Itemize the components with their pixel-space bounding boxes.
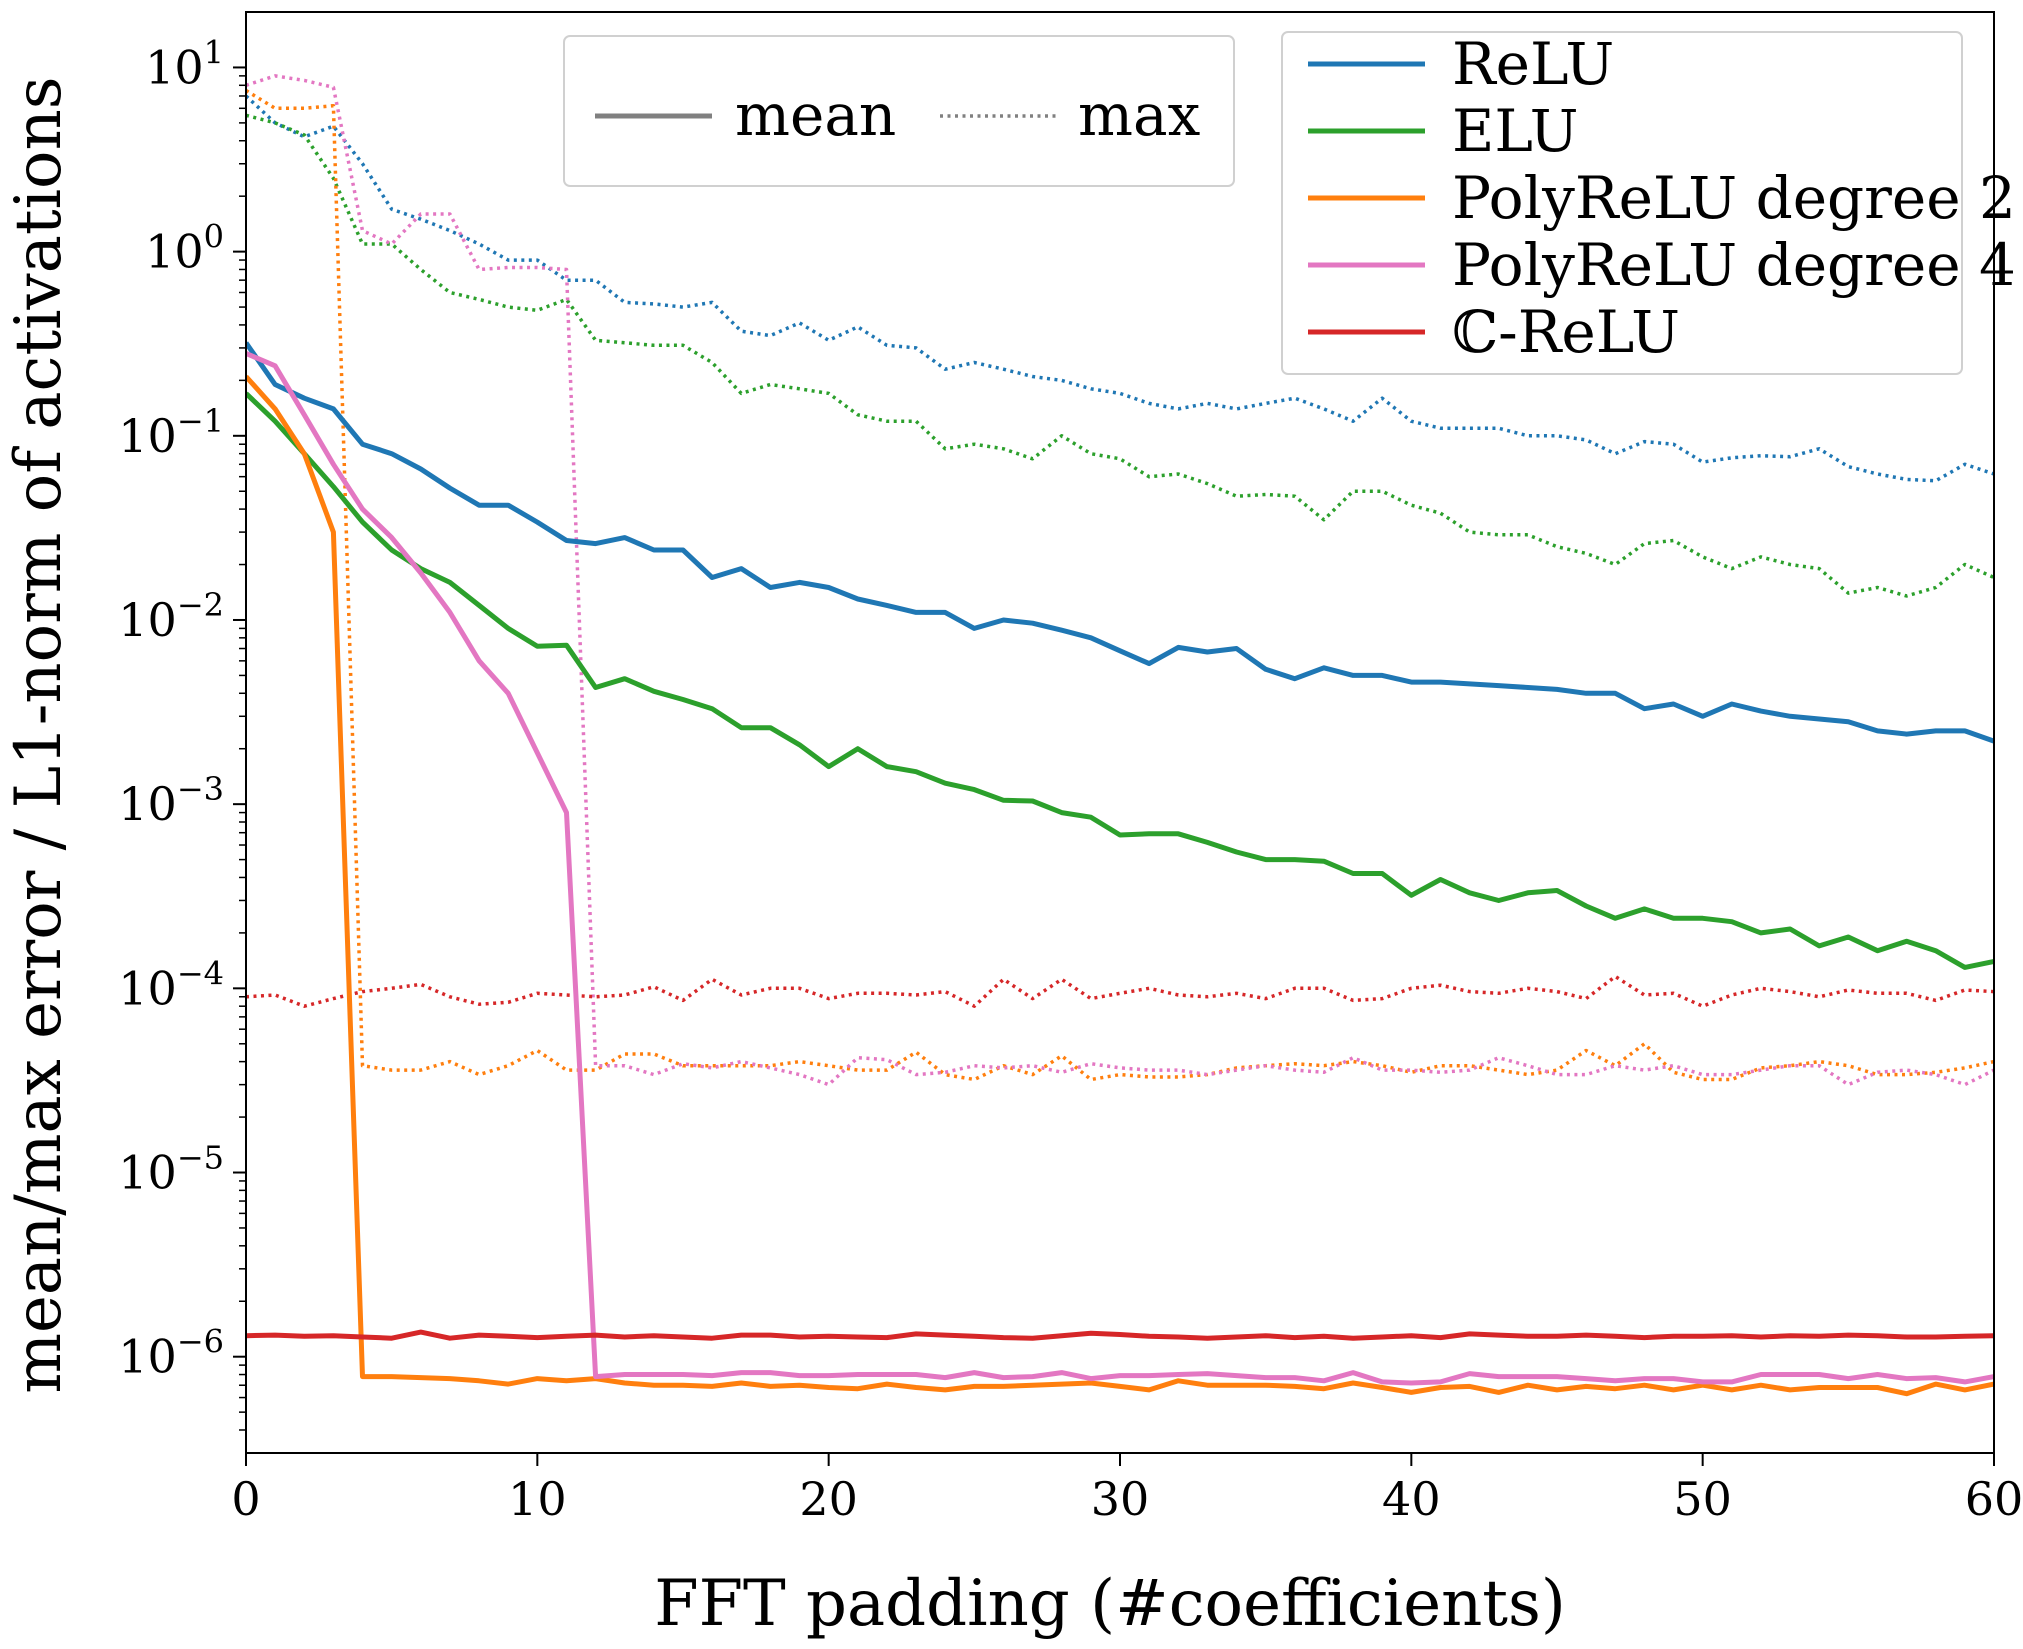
y-tick-label: 10−3 (118, 770, 224, 831)
series-mean-elu (246, 391, 1994, 970)
x-tick-label: 30 (1091, 1472, 1150, 1526)
x-axis-title: FFT padding (#coefficients) (654, 1567, 1566, 1641)
x-tick-label: 50 (1673, 1472, 1732, 1526)
series-mean-polyrelu-degree-4 (246, 351, 1994, 1386)
x-tick-label: 10 (508, 1472, 567, 1526)
y-tick-label: 101 (145, 33, 224, 94)
axes-layer: 0 10 20 30 40 50 60 10−6 10−5 10−4 10−3 10−2 10−1 100… (118, 11, 2023, 1526)
series-legend-box (1281, 31, 1963, 375)
x-tick-label: 60 (1965, 1472, 2023, 1526)
legend-label-relu: ReLU (1452, 30, 1614, 98)
y-tick-label: 10−5 (118, 1139, 224, 1200)
style-legend-max-label: max (1078, 81, 1200, 149)
series-mean-polyrelu-degree-2 (246, 374, 1994, 1397)
style-legend-mean-label: mean (735, 81, 896, 149)
y-tick-label: 10−4 (118, 954, 224, 1015)
y-tick-label: 10−2 (118, 586, 224, 647)
series-mean-relu (246, 1329, 1994, 1341)
series-layer (246, 74, 1994, 1397)
legend-label-polyrelu-degree-4: PolyReLU degree 4 (1452, 231, 2016, 299)
y-tick-label: 10−1 (118, 402, 224, 463)
x-tick-label: 0 (231, 1472, 260, 1526)
y-tick-label: 100 (145, 218, 224, 279)
legend-label-elu: ELU (1452, 97, 1579, 165)
series-max-polyrelu-degree-4 (246, 74, 1994, 1087)
legend-label-polyrelu-degree-2: PolyReLU degree 2 (1452, 164, 2016, 232)
legend-label-relu: ℂ-ReLU (1452, 298, 1680, 366)
series-max-relu (246, 974, 1994, 1008)
x-tick-label: 20 (799, 1472, 858, 1526)
series-mean-relu (246, 341, 1994, 744)
style-legend-box (563, 35, 1235, 187)
y-tick-label: 10−6 (118, 1323, 224, 1384)
series-max-relu (246, 94, 1994, 483)
x-tick-label: 40 (1382, 1472, 1441, 1526)
y-axis-title: mean/max error / L1-norm of activations (2, 76, 76, 1393)
